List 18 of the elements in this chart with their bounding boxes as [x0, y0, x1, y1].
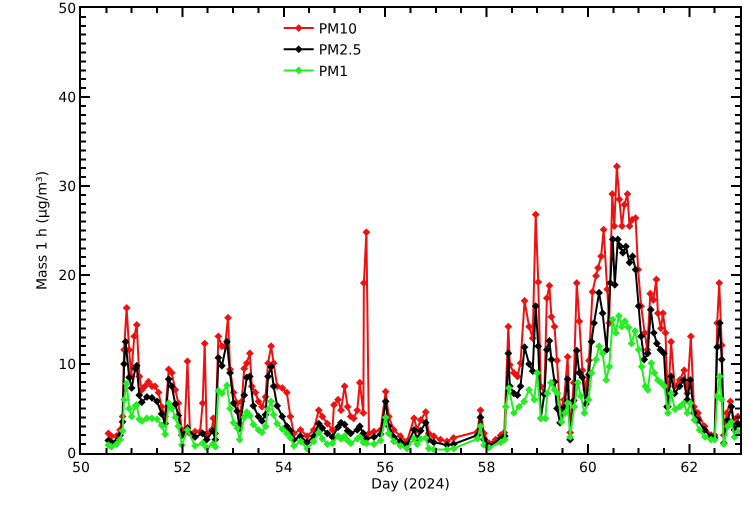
- x-tick-label: 62: [680, 460, 698, 476]
- x-tick-label: 56: [376, 460, 394, 476]
- legend-label: PM2.5: [318, 42, 362, 59]
- x-tick-label: 52: [173, 460, 192, 476]
- x-tick-label: 50: [72, 460, 90, 476]
- x-tick-label: 58: [478, 460, 496, 476]
- y-tick-label: 40: [58, 90, 76, 106]
- y-tick-label: 30: [58, 178, 76, 195]
- legend-label: PM10: [318, 22, 358, 38]
- x-tick-label: 60: [579, 460, 597, 476]
- y-tick-label: 50: [58, 0, 76, 17]
- x-axis-title: Day (2024): [371, 476, 450, 493]
- y-tick-label: 0: [67, 446, 76, 462]
- x-tick-label: 54: [274, 460, 293, 476]
- y-axis-title: Mass 1 h (μg/m³): [34, 170, 50, 290]
- y-tick-label: 20: [58, 268, 76, 284]
- legend-label: PM1: [318, 64, 348, 80]
- y-tick-label: 10: [58, 356, 76, 373]
